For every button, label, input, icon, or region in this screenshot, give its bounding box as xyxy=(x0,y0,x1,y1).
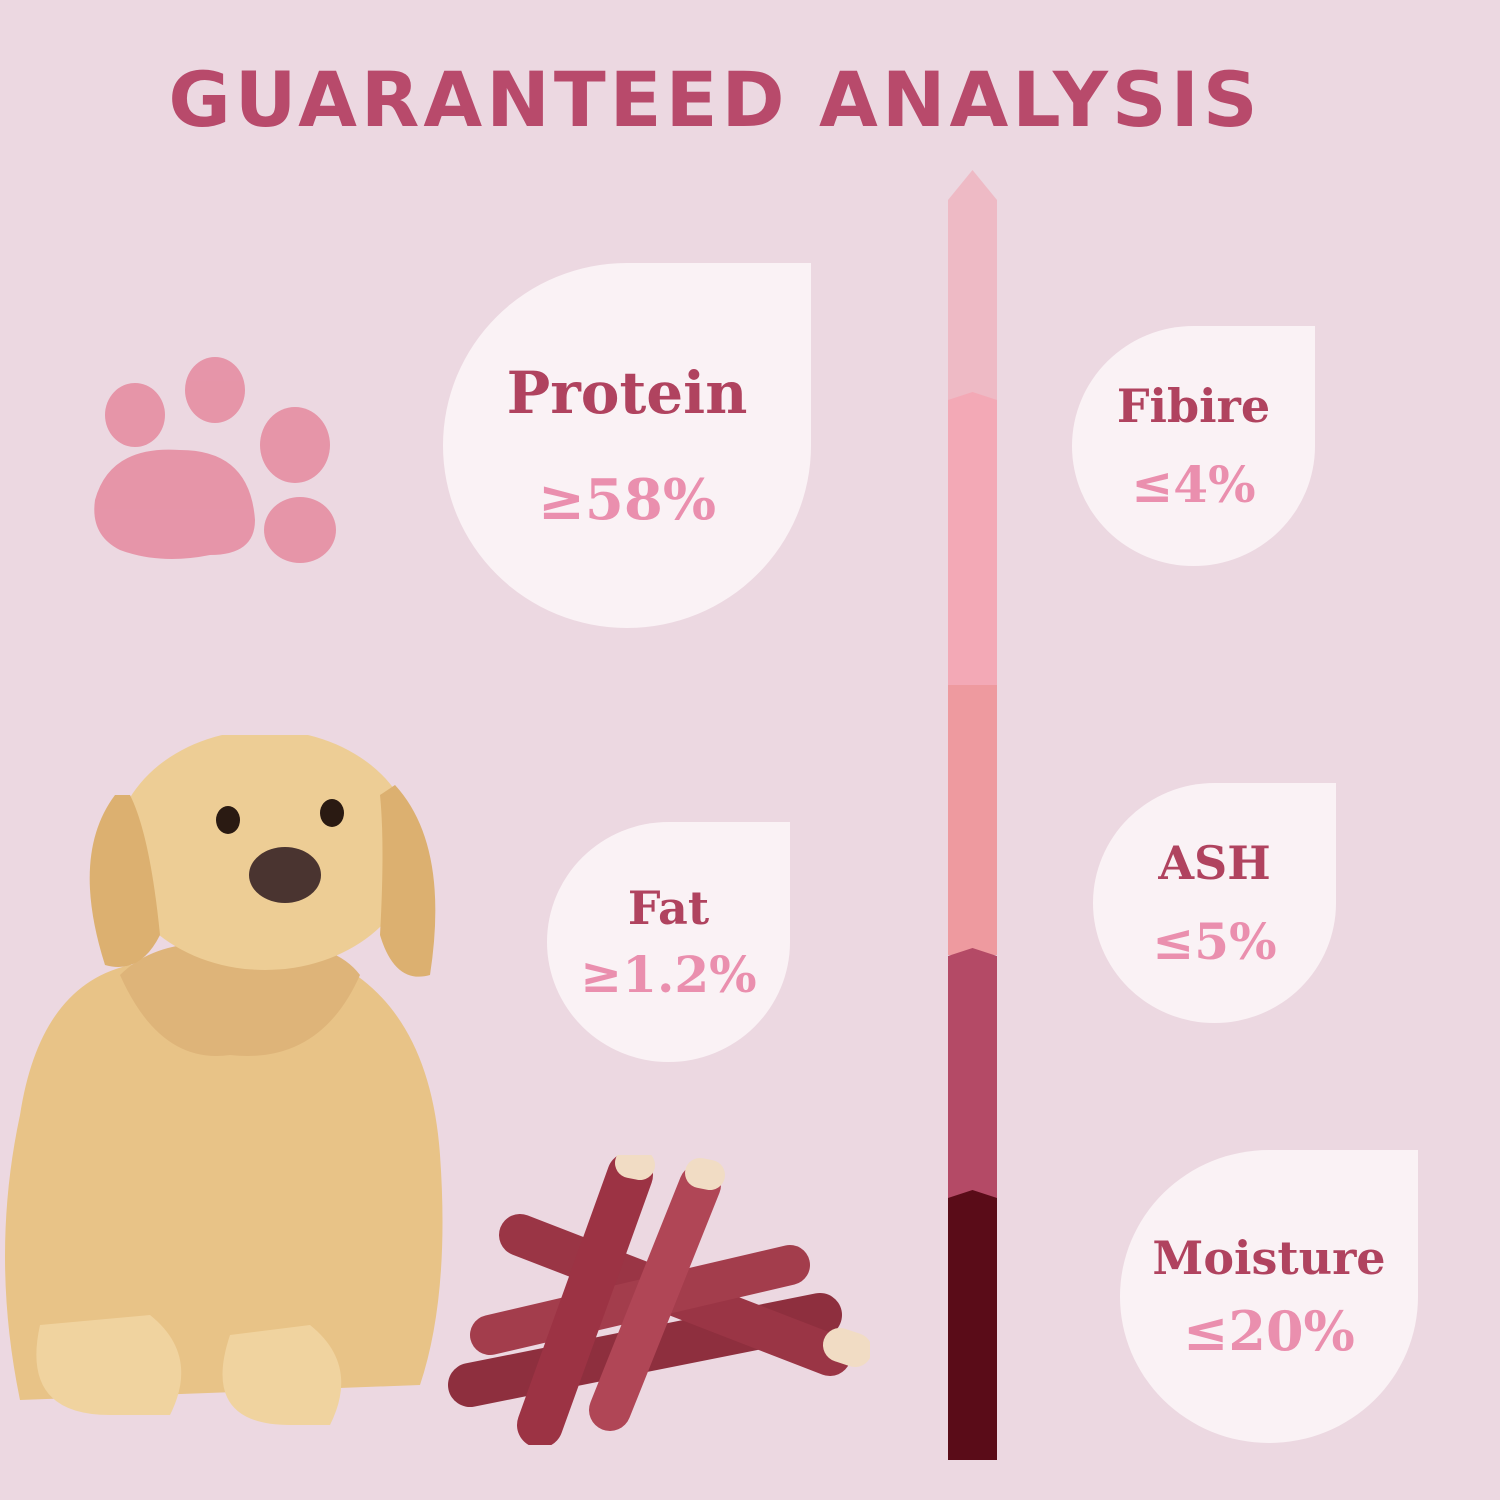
nutrient-fibire: Fibire ≤4% xyxy=(1072,326,1315,566)
nutrient-moisture: Moisture ≤20% xyxy=(1120,1150,1418,1443)
nutrient-value: ≤20% xyxy=(1183,1298,1355,1363)
nutrient-value: ≥1.2% xyxy=(580,944,757,1004)
bar-segment-2 xyxy=(948,392,997,685)
nutrient-label: Fat xyxy=(627,880,710,935)
nutrient-label: Moisture xyxy=(1152,1230,1386,1285)
nutrient-label: Protein xyxy=(506,358,748,427)
nutrient-label: ASH xyxy=(1158,835,1271,890)
bar-segment-1 xyxy=(948,170,997,400)
level-bar xyxy=(948,170,997,1460)
nutrient-ash: ASH ≤5% xyxy=(1093,783,1336,1023)
nutrient-fat: Fat ≥1.2% xyxy=(547,822,790,1062)
bar-segment-5 xyxy=(948,1190,997,1460)
paw-print-icon xyxy=(94,357,336,563)
nutrient-label: Fibire xyxy=(1116,378,1271,433)
nutrient-value: ≤5% xyxy=(1152,911,1277,971)
treat-sticks-illustration xyxy=(448,1155,870,1445)
dog-illustration xyxy=(5,735,443,1425)
nutrient-protein: Protein ≥58% xyxy=(443,263,811,628)
nutrient-value: ≤4% xyxy=(1131,454,1256,514)
nutrient-value: ≥58% xyxy=(537,466,717,533)
bar-segment-4 xyxy=(948,948,997,1198)
bar-segment-3 xyxy=(948,685,997,955)
page-title: GUARANTEED ANALYSIS xyxy=(168,55,1262,144)
